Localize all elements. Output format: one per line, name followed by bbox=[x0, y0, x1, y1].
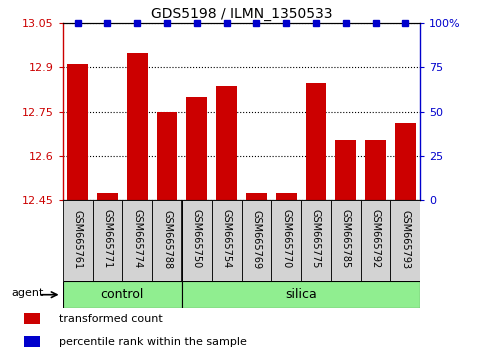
Bar bbox=[127, 52, 148, 200]
Text: GSM665774: GSM665774 bbox=[132, 210, 142, 269]
Text: GSM665788: GSM665788 bbox=[162, 210, 172, 269]
FancyBboxPatch shape bbox=[390, 200, 420, 281]
Bar bbox=[24, 313, 41, 324]
FancyBboxPatch shape bbox=[242, 200, 271, 281]
Text: transformed count: transformed count bbox=[59, 314, 163, 324]
Text: percentile rank within the sample: percentile rank within the sample bbox=[59, 337, 247, 347]
FancyBboxPatch shape bbox=[93, 200, 122, 281]
FancyBboxPatch shape bbox=[63, 200, 93, 281]
Text: GSM665770: GSM665770 bbox=[281, 210, 291, 269]
FancyBboxPatch shape bbox=[212, 200, 242, 281]
Text: silica: silica bbox=[285, 288, 317, 301]
FancyBboxPatch shape bbox=[122, 200, 152, 281]
Text: GSM665754: GSM665754 bbox=[222, 210, 232, 269]
Text: GSM665785: GSM665785 bbox=[341, 210, 351, 269]
FancyBboxPatch shape bbox=[301, 200, 331, 281]
Bar bbox=[276, 193, 297, 200]
Bar bbox=[395, 123, 416, 200]
Bar bbox=[306, 84, 327, 200]
Bar bbox=[246, 193, 267, 200]
Bar bbox=[335, 139, 356, 200]
Text: GSM665769: GSM665769 bbox=[251, 210, 261, 269]
Bar bbox=[186, 97, 207, 200]
Bar bbox=[365, 139, 386, 200]
Text: agent: agent bbox=[11, 289, 43, 298]
Text: GSM665771: GSM665771 bbox=[102, 210, 113, 269]
Bar bbox=[24, 336, 41, 347]
Bar bbox=[97, 193, 118, 200]
FancyBboxPatch shape bbox=[361, 200, 390, 281]
Bar bbox=[216, 86, 237, 200]
Text: GSM665793: GSM665793 bbox=[400, 210, 411, 269]
Bar bbox=[67, 64, 88, 200]
Text: control: control bbox=[100, 288, 144, 301]
FancyBboxPatch shape bbox=[182, 281, 420, 308]
Text: GSM665775: GSM665775 bbox=[311, 210, 321, 269]
Text: GSM665750: GSM665750 bbox=[192, 210, 202, 269]
Text: GSM665792: GSM665792 bbox=[370, 210, 381, 269]
Title: GDS5198 / ILMN_1350533: GDS5198 / ILMN_1350533 bbox=[151, 7, 332, 21]
FancyBboxPatch shape bbox=[182, 200, 212, 281]
Text: GSM665761: GSM665761 bbox=[72, 210, 83, 269]
Bar bbox=[156, 112, 177, 200]
FancyBboxPatch shape bbox=[63, 281, 182, 308]
FancyBboxPatch shape bbox=[152, 200, 182, 281]
FancyBboxPatch shape bbox=[271, 200, 301, 281]
FancyBboxPatch shape bbox=[331, 200, 361, 281]
